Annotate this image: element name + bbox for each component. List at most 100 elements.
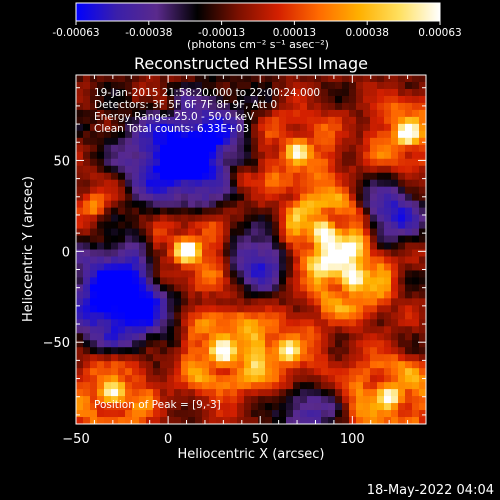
colorbar-tick-label: 0.00063 [418, 27, 461, 39]
heatmap-cell [153, 382, 161, 390]
heatmap-cell [132, 347, 140, 355]
heatmap-cell [104, 88, 112, 97]
heatmap-cell [209, 284, 217, 292]
heatmap-cell [279, 249, 287, 258]
heatmap-cell [349, 354, 357, 362]
heatmap-cell [209, 75, 217, 83]
heatmap-cell [216, 270, 224, 279]
heatmap-cell [202, 368, 210, 376]
heatmap-cell [230, 200, 238, 209]
heatmap-cell [384, 410, 392, 418]
heatmap-cell [398, 186, 406, 195]
heatmap-cell [188, 235, 196, 244]
heatmap-cell [363, 144, 371, 153]
heatmap-cell [244, 354, 252, 362]
heatmap-cell [125, 235, 133, 244]
heatmap-cell [153, 137, 161, 146]
heatmap-cell [244, 130, 252, 139]
heatmap-cell [356, 88, 364, 97]
heatmap-cell [209, 137, 217, 146]
heatmap-cell [370, 291, 378, 299]
heatmap-cell [188, 263, 196, 272]
heatmap-cell [377, 81, 385, 90]
heatmap-cell [174, 207, 182, 216]
heatmap-cell [146, 172, 154, 181]
heatmap-cell [167, 123, 175, 132]
heatmap-cell [272, 396, 280, 404]
heatmap-cell [118, 263, 126, 272]
heatmap-cell [237, 151, 245, 160]
heatmap-cell [370, 75, 378, 83]
heatmap-cell [202, 88, 210, 97]
heatmap-cell [314, 340, 322, 348]
heatmap-cell [90, 228, 98, 237]
heatmap-cell [97, 102, 105, 111]
heatmap-cell [384, 291, 392, 299]
heatmap-cell [132, 256, 140, 265]
heatmap-cell [167, 277, 175, 285]
heatmap-cell [202, 116, 210, 125]
heatmap-cell [398, 81, 406, 90]
heatmap-cell [153, 312, 161, 320]
heatmap-cell [251, 277, 259, 285]
heatmap-cell [202, 200, 210, 209]
heatmap-cell [209, 375, 217, 383]
heatmap-cell [195, 193, 203, 202]
heatmap-cell [76, 389, 84, 397]
heatmap-cell [405, 354, 413, 362]
heatmap-cell [104, 417, 112, 424]
heatmap-cell [132, 305, 140, 313]
heatmap-cell [104, 333, 112, 341]
heatmap-cell [188, 214, 196, 223]
heatmap-cell [76, 95, 84, 104]
heatmap-cell [251, 144, 259, 153]
heatmap-cell [125, 389, 133, 397]
heatmap-cell [209, 193, 217, 202]
heatmap-cell [104, 242, 112, 251]
heatmap-cell [160, 270, 168, 279]
heatmap-cell [104, 95, 112, 104]
heatmap-cell [307, 361, 315, 369]
heatmap-cell [132, 75, 140, 83]
heatmap-cell [188, 375, 196, 383]
heatmap-cell [153, 347, 161, 355]
heatmap-cell [300, 375, 308, 383]
heatmap-cell [412, 312, 420, 320]
heatmap-cell [370, 375, 378, 383]
heatmap-cell [349, 305, 357, 313]
heatmap-cell [146, 158, 154, 167]
heatmap-cell [202, 263, 210, 272]
heatmap-cell [83, 312, 91, 320]
heatmap-cell [188, 291, 196, 299]
heatmap-cell [118, 172, 126, 181]
info-line-2: Detectors: 3F 5F 6F 7F 8F 9F, Att 0 [94, 99, 277, 111]
heatmap-cell [237, 200, 245, 209]
heatmap-cell [76, 284, 84, 292]
heatmap-cell [83, 221, 91, 230]
heatmap-cell [181, 172, 189, 181]
heatmap-cell [265, 116, 273, 125]
heatmap-cell [356, 81, 364, 90]
heatmap-cell [272, 319, 280, 327]
heatmap-cell [125, 123, 133, 132]
heatmap-cell [153, 81, 161, 90]
heatmap-cell [412, 116, 420, 125]
heatmap-cell [188, 123, 196, 132]
heatmap-cell [412, 193, 420, 202]
heatmap-cell [160, 102, 168, 111]
heatmap-cell [293, 165, 301, 174]
heatmap-cell [209, 186, 217, 195]
heatmap-cell [181, 207, 189, 216]
heatmap-cell [230, 75, 238, 83]
heatmap-cell [125, 263, 133, 272]
heatmap-cell [83, 410, 91, 418]
heatmap-cell [118, 123, 126, 132]
heatmap-cell [118, 186, 126, 195]
heatmap-cell [370, 284, 378, 292]
heatmap-cell [76, 102, 84, 111]
plot-frame [75, 74, 427, 425]
heatmap-cell [356, 228, 364, 237]
heatmap-cell [97, 193, 105, 202]
heatmap-cell [139, 361, 147, 369]
heatmap-cell [279, 256, 287, 265]
